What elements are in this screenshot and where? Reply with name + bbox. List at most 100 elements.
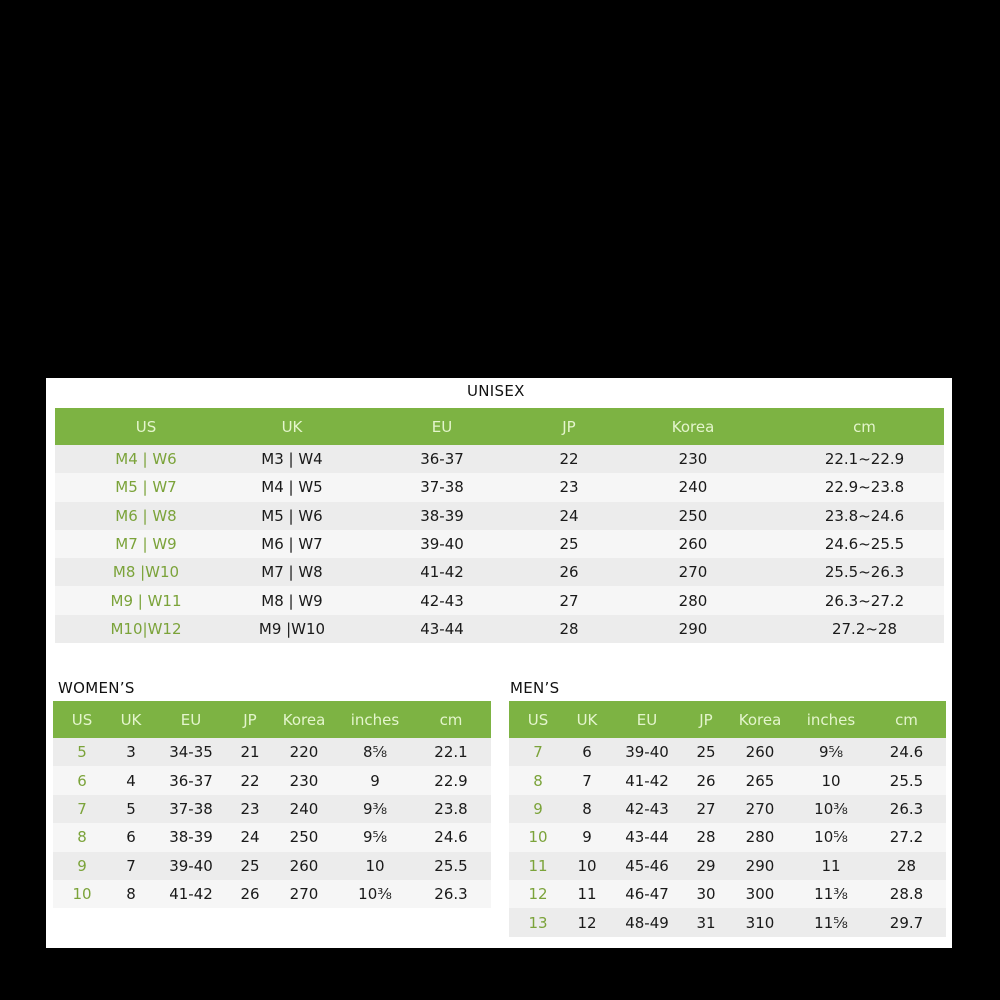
table-cell: 29.7	[867, 908, 946, 937]
table-cell: 28	[537, 614, 601, 644]
table-cell: 6	[111, 823, 151, 852]
table-cell: M7 | W8	[237, 558, 347, 587]
table-cell: M8 | W9	[237, 586, 347, 615]
table-cell: 31	[687, 908, 725, 937]
mens-size-table: US UK EU JP Korea inches cm 7 6 39-40 25 260 9⅝ 24.6 8…	[509, 701, 946, 937]
table-cell: 22	[231, 766, 269, 795]
table-cell: 25.5	[867, 766, 946, 795]
table-cell: 300	[725, 879, 795, 909]
table-cell: M3 | W4	[237, 445, 347, 474]
column-header: Korea	[601, 408, 785, 445]
table-cell: 290	[601, 614, 785, 644]
table-cell: 43-44	[347, 614, 537, 644]
table-cell: 25	[231, 851, 269, 880]
table-cell: M8 |W10	[55, 558, 237, 587]
table-cell: 260	[601, 529, 785, 559]
table-cell: 42-43	[607, 794, 687, 824]
column-header: US	[53, 701, 111, 738]
table-row: 9 7 39-40 25 260 10 25.5	[53, 851, 491, 880]
table-cell: 23.8	[411, 794, 491, 824]
table-cell: 27	[687, 794, 725, 824]
column-header: JP	[231, 701, 269, 738]
table-cell: 8	[567, 794, 607, 824]
table-cell: 10⅝	[795, 823, 867, 852]
table-cell: 13	[509, 908, 567, 937]
table-cell: 280	[725, 823, 795, 852]
table-cell: M5 | W6	[237, 501, 347, 530]
column-header: cm	[867, 701, 946, 738]
table-cell: 280	[601, 586, 785, 615]
table-row: 7 5 37-38 23 240 9⅜ 23.8	[53, 794, 491, 824]
table-row: M10|W12 M9 |W10 43-44 28 290 27.2~28	[55, 614, 944, 644]
table-cell: 265	[725, 766, 795, 795]
table-cell: 25	[687, 738, 725, 767]
column-header: Korea	[269, 701, 339, 738]
table-cell: 26.3	[411, 879, 491, 909]
table-cell: 10	[567, 851, 607, 880]
table-row: M9 | W11 M8 | W9 42-43 27 280 26.3~27.2	[55, 586, 944, 615]
table-cell: 26	[687, 766, 725, 795]
table-cell: 22.9~23.8	[785, 473, 944, 502]
table-cell: 9⅜	[339, 794, 411, 824]
table-cell: 270	[725, 794, 795, 824]
table-cell: 38-39	[347, 501, 537, 530]
table-cell: 37-38	[151, 794, 231, 824]
womens-size-table: US UK EU JP Korea inches cm 5 3 34-35 21 220 8⅝ 22.1 6…	[53, 701, 491, 909]
table-cell: 23.8~24.6	[785, 501, 944, 530]
table-cell: M9 | W11	[55, 586, 237, 615]
table-cell: 26	[537, 558, 601, 587]
table-cell: 3	[111, 738, 151, 767]
unisex-title: UNISEX	[467, 382, 525, 400]
table-row: M4 | W6 M3 | W4 36-37 22 230 22.1~22.9	[55, 445, 944, 474]
table-cell: M7 | W9	[55, 529, 237, 559]
table-cell: 270	[269, 879, 339, 909]
table-cell: 24.6	[867, 738, 946, 767]
table-cell: 22	[537, 445, 601, 474]
table-cell: M4 | W5	[237, 473, 347, 502]
table-cell: 240	[601, 473, 785, 502]
table-cell: 250	[601, 501, 785, 530]
column-header: US	[509, 701, 567, 738]
table-cell: 24.6	[411, 823, 491, 852]
header-row: US UK EU JP Korea inches cm	[509, 701, 946, 738]
column-header: JP	[537, 408, 601, 445]
table-cell: 37-38	[347, 473, 537, 502]
table-cell: 28.8	[867, 879, 946, 909]
table-cell: 7	[509, 738, 567, 767]
table-cell: 8	[111, 879, 151, 909]
table-cell: 4	[111, 766, 151, 795]
column-header: EU	[151, 701, 231, 738]
table-row: 8 6 38-39 24 250 9⅝ 24.6	[53, 823, 491, 852]
table-cell: 36-37	[347, 445, 537, 474]
table-cell: 9	[339, 766, 411, 795]
table-cell: 230	[601, 445, 785, 474]
table-cell: 39-40	[347, 529, 537, 559]
table-cell: 11⅝	[795, 908, 867, 937]
table-cell: 220	[269, 738, 339, 767]
table-cell: 42-43	[347, 586, 537, 615]
table-cell: 25.5~26.3	[785, 558, 944, 587]
table-cell: 39-40	[607, 738, 687, 767]
table-cell: 30	[687, 879, 725, 909]
table-cell: 290	[725, 851, 795, 880]
table-cell: M5 | W7	[55, 473, 237, 502]
table-cell: M6 | W7	[237, 529, 347, 559]
table-row: M7 | W9 M6 | W7 39-40 25 260 24.6~25.5	[55, 529, 944, 559]
table-row: 13 12 48-49 31 310 11⅝ 29.7	[509, 908, 946, 937]
table-row: M8 |W10 M7 | W8 41-42 26 270 25.5~26.3	[55, 558, 944, 587]
table-cell: M9 |W10	[237, 614, 347, 644]
header-row: US UK EU JP Korea inches cm	[53, 701, 491, 738]
table-row: 7 6 39-40 25 260 9⅝ 24.6	[509, 738, 946, 767]
column-header: UK	[237, 408, 347, 445]
table-cell: 24.6~25.5	[785, 529, 944, 559]
table-row: 9 8 42-43 27 270 10⅜ 26.3	[509, 794, 946, 824]
table-cell: 10	[339, 851, 411, 880]
column-header: US	[55, 408, 237, 445]
table-cell: 38-39	[151, 823, 231, 852]
womens-title: WOMEN’S	[58, 679, 135, 697]
table-cell: 11	[795, 851, 867, 880]
table-cell: 22.1	[411, 738, 491, 767]
mens-title: MEN’S	[510, 679, 560, 697]
table-cell: 10⅜	[795, 794, 867, 824]
table-cell: 11	[567, 879, 607, 909]
